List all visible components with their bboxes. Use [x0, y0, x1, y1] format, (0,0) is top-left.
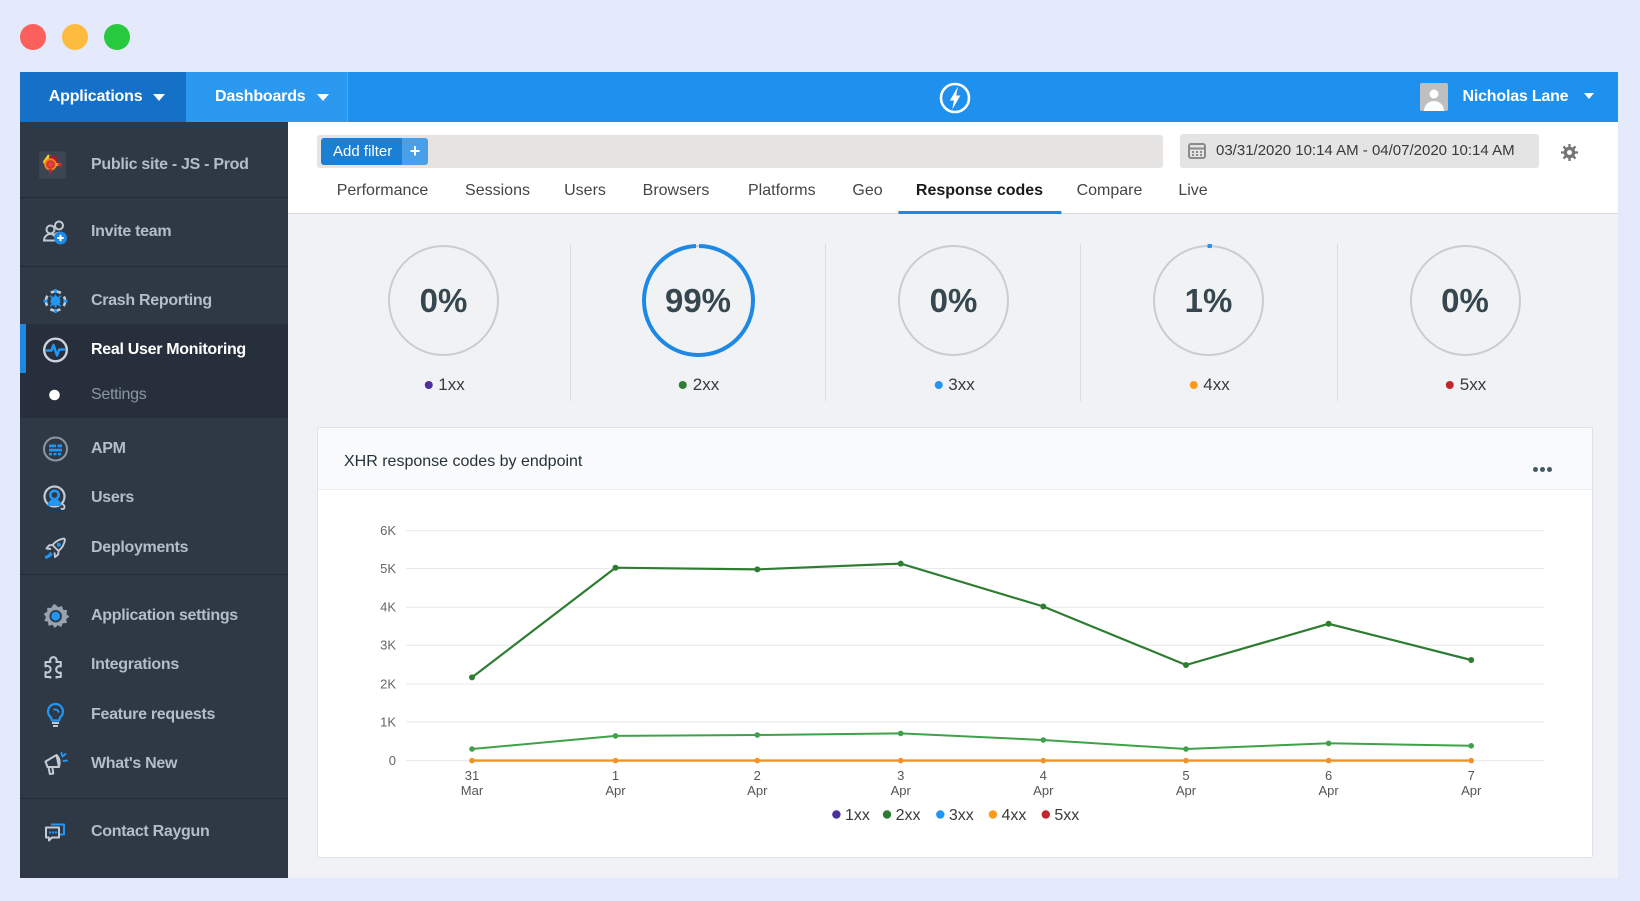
svg-text:2K: 2K [380, 676, 396, 691]
svg-text:Apr: Apr [891, 783, 912, 798]
svg-text:1: 1 [612, 768, 619, 783]
svg-text:31: 31 [465, 768, 479, 783]
svg-text:Apr: Apr [605, 783, 626, 798]
svg-text:3: 3 [897, 768, 904, 783]
svg-text:0: 0 [389, 753, 396, 768]
svg-text:1K: 1K [380, 714, 396, 729]
svg-text:3xx: 3xx [949, 807, 974, 824]
svg-text:Apr: Apr [1461, 783, 1482, 798]
svg-text:3K: 3K [380, 638, 396, 653]
svg-text:7: 7 [1468, 768, 1475, 783]
svg-text:1xx: 1xx [845, 807, 870, 824]
svg-text:Apr: Apr [747, 783, 768, 798]
svg-text:6: 6 [1325, 768, 1332, 783]
svg-text:5xx: 5xx [1054, 807, 1079, 824]
svg-text:Apr: Apr [1318, 783, 1339, 798]
svg-text:4: 4 [1040, 768, 1047, 783]
svg-text:2xx: 2xx [896, 807, 921, 824]
svg-text:4K: 4K [380, 600, 396, 615]
svg-text:4xx: 4xx [1002, 807, 1027, 824]
svg-text:6K: 6K [380, 523, 396, 538]
svg-text:5K: 5K [380, 561, 396, 576]
svg-text:2: 2 [754, 768, 761, 783]
svg-text:Apr: Apr [1033, 783, 1054, 798]
svg-text:Mar: Mar [461, 783, 484, 798]
svg-text:Apr: Apr [1176, 783, 1197, 798]
svg-text:5: 5 [1182, 768, 1189, 783]
